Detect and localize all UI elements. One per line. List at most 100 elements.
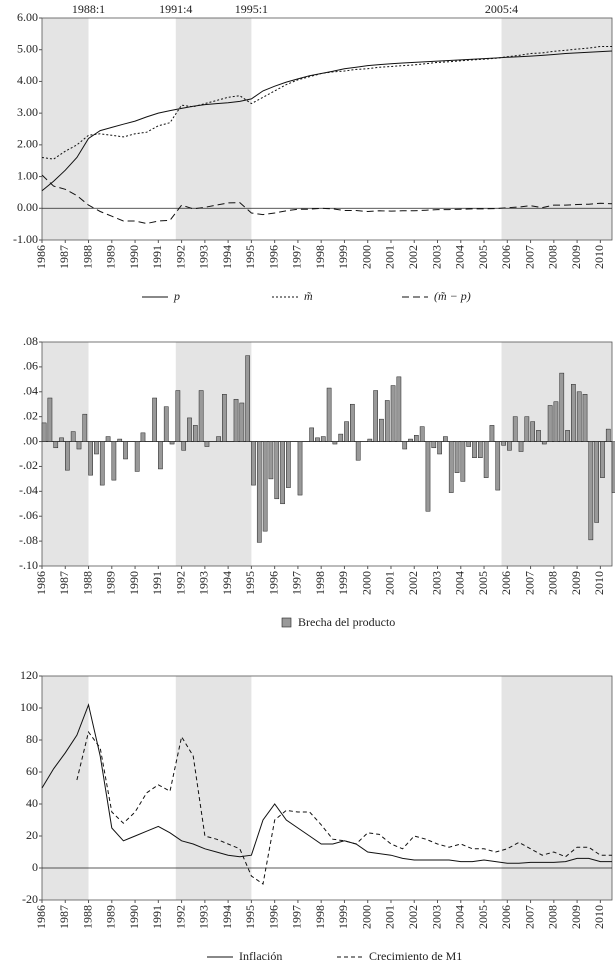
x-tick-label: 2003 (429, 245, 443, 269)
bar (344, 421, 349, 442)
x-tick-label: 2005 (476, 905, 490, 929)
x-tick-label: 2006 (499, 905, 513, 929)
shaded-period (175, 676, 252, 900)
x-tick-label: 2005 (476, 245, 490, 269)
bar (443, 436, 448, 442)
legend-label: Crecimiento de M1 (369, 949, 462, 963)
bar (47, 397, 53, 442)
x-tick-label: 2009 (569, 905, 583, 929)
bar (605, 428, 611, 442)
bar (315, 437, 320, 442)
y-tick-label: 60 (26, 764, 38, 778)
bar (105, 436, 111, 442)
annotation: 1995:1 (235, 2, 268, 16)
bar (256, 441, 262, 543)
x-tick-label: 1994 (220, 905, 234, 929)
x-tick-label: 1993 (197, 245, 211, 269)
x-tick-label: 1995 (243, 905, 257, 929)
bar (82, 413, 88, 442)
bar (222, 394, 227, 442)
series-line (76, 730, 612, 885)
bar (268, 441, 274, 480)
x-tick-label: 1992 (173, 905, 187, 929)
x-tick-label: 2007 (522, 245, 536, 269)
x-tick-label: 2008 (546, 571, 560, 595)
bar (204, 441, 210, 447)
bar (495, 441, 501, 491)
bar (541, 441, 547, 445)
x-tick-label: 1997 (290, 905, 304, 929)
x-tick-label: 1999 (336, 905, 350, 929)
y-tick-label: -.10 (19, 558, 38, 572)
bar (611, 441, 615, 493)
x-tick-label: 1992 (173, 245, 187, 269)
bar (297, 441, 303, 496)
bar (338, 433, 344, 442)
x-tick-label: 2010 (592, 245, 606, 269)
x-tick-label: 1993 (197, 905, 211, 929)
x-tick-label: 1994 (220, 245, 234, 269)
bar (460, 441, 466, 482)
bar (251, 441, 256, 486)
x-tick-label: 1988 (80, 245, 94, 269)
x-tick-label: 1987 (57, 905, 71, 929)
x-tick-label: 1990 (127, 905, 141, 929)
x-tick-label: 1987 (57, 245, 71, 269)
y-tick-label: 0 (32, 860, 38, 874)
x-tick-label: 1996 (266, 905, 280, 929)
x-tick-label: 1992 (173, 571, 187, 595)
bar (320, 436, 326, 442)
bar (553, 401, 559, 442)
bar (233, 398, 239, 442)
bar (192, 425, 198, 442)
bar (355, 441, 361, 461)
bar (437, 441, 442, 455)
bar (379, 418, 384, 442)
bar (134, 441, 140, 472)
x-tick-label: 2004 (453, 571, 467, 595)
x-tick-label: 2002 (406, 571, 420, 595)
y-tick-label: -.04 (19, 483, 38, 497)
shaded-period (175, 18, 252, 240)
y-tick-label: 120 (20, 668, 38, 682)
bar (477, 441, 483, 458)
bar (571, 384, 576, 442)
bar (140, 432, 146, 442)
shaded-period (42, 676, 89, 900)
bar (169, 441, 175, 445)
y-tick-label: .00 (23, 433, 38, 447)
y-tick-label: 20 (26, 828, 38, 842)
bar (99, 441, 105, 486)
bar (448, 441, 454, 493)
x-tick-label: 1991 (150, 905, 164, 929)
x-tick-label: 2010 (592, 571, 606, 595)
bar (239, 402, 245, 442)
bar (396, 376, 402, 442)
x-tick-label: 1995 (243, 571, 257, 595)
plot-frame (41, 17, 613, 241)
x-tick-label: 2005 (476, 571, 490, 595)
shaded-period (42, 18, 89, 240)
series-line (41, 703, 612, 864)
bar (286, 441, 291, 488)
x-tick-label: 2006 (499, 245, 513, 269)
x-tick-label: 1998 (313, 245, 327, 269)
bar (507, 441, 512, 451)
x-tick-label: 2009 (569, 245, 583, 269)
x-tick-label: 1998 (313, 571, 327, 595)
shaded-period (175, 342, 252, 566)
y-tick-label: 5.00 (17, 41, 38, 55)
bar (94, 441, 99, 455)
bar (274, 441, 280, 500)
shaded-period (501, 18, 612, 240)
y-tick-label: 80 (26, 732, 38, 746)
bar (332, 441, 338, 445)
y-tick-label: -.06 (19, 508, 38, 522)
x-tick-label: 2004 (453, 905, 467, 929)
bar (181, 441, 187, 451)
y-tick-label: 40 (26, 796, 38, 810)
x-tick-label: 2007 (522, 571, 536, 595)
x-tick-label: 2000 (359, 905, 373, 929)
bar (454, 441, 460, 473)
